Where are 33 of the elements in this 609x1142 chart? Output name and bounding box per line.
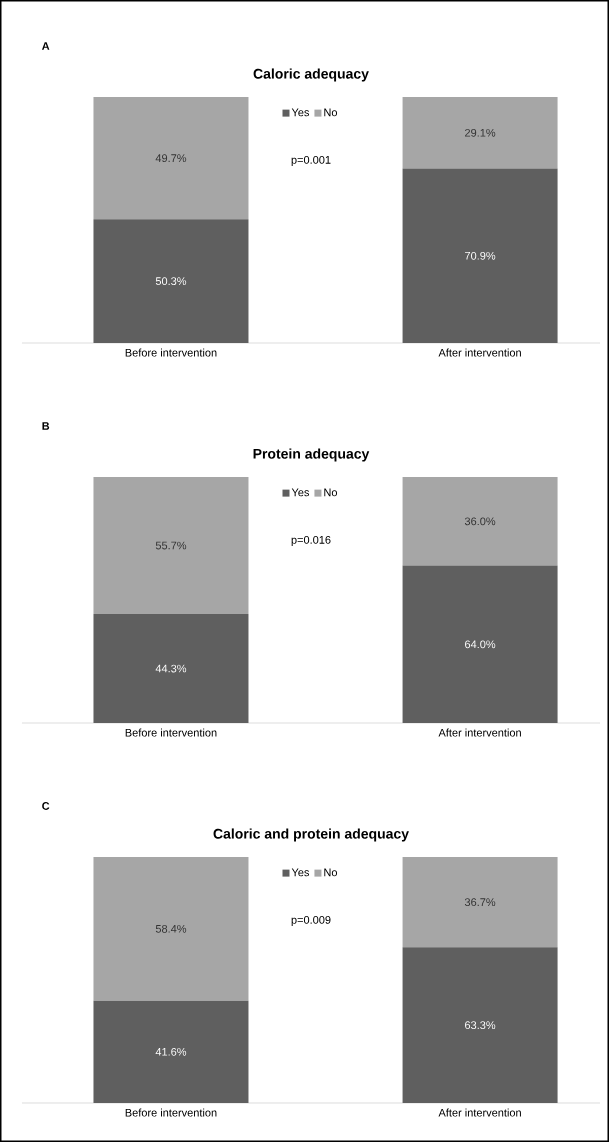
- data-label: 36.7%: [464, 898, 496, 907]
- chart-title: Caloric adequacy: [253, 68, 369, 82]
- data-label: 49.7%: [155, 154, 187, 163]
- data-label: 36.0%: [464, 517, 496, 526]
- data-label: 29.1%: [465, 128, 496, 137]
- legend-label: No: [324, 108, 338, 117]
- legend-label: Yes: [291, 488, 310, 497]
- annotation: p=0.009: [291, 915, 331, 926]
- data-label: 50.3%: [155, 277, 187, 286]
- legend-label: Yes: [291, 868, 310, 877]
- legend-label: Yes: [291, 108, 310, 117]
- text: B: [42, 422, 50, 430]
- data-label: 63.3%: [465, 1021, 496, 1030]
- x-tick-label: After intervention: [438, 348, 521, 357]
- x-tick-label: Before intervention: [125, 728, 217, 737]
- data-label: 70.9%: [465, 251, 496, 260]
- text: C: [42, 802, 50, 810]
- data-label: 41.6%: [155, 1047, 187, 1056]
- data-label: 55.7%: [155, 541, 187, 550]
- x-tick-label: After intervention: [438, 728, 521, 737]
- legend-label: No: [324, 868, 338, 877]
- chart-title: Protein adequacy: [253, 448, 370, 462]
- x-tick-label: Before intervention: [125, 348, 217, 357]
- x-tick-label: After intervention: [438, 1108, 521, 1117]
- data-label: 64.0%: [465, 640, 496, 649]
- legend-label: No: [324, 488, 338, 497]
- x-tick-label: Before intervention: [125, 1108, 217, 1117]
- data-label: 44.3%: [155, 664, 187, 673]
- annotation: p=0.016: [291, 535, 331, 546]
- annotation: p=0.001: [291, 155, 331, 166]
- text: A: [41, 42, 50, 50]
- chart-title: Caloric and protein adequacy: [213, 828, 409, 842]
- data-label: 58.4%: [155, 924, 187, 933]
